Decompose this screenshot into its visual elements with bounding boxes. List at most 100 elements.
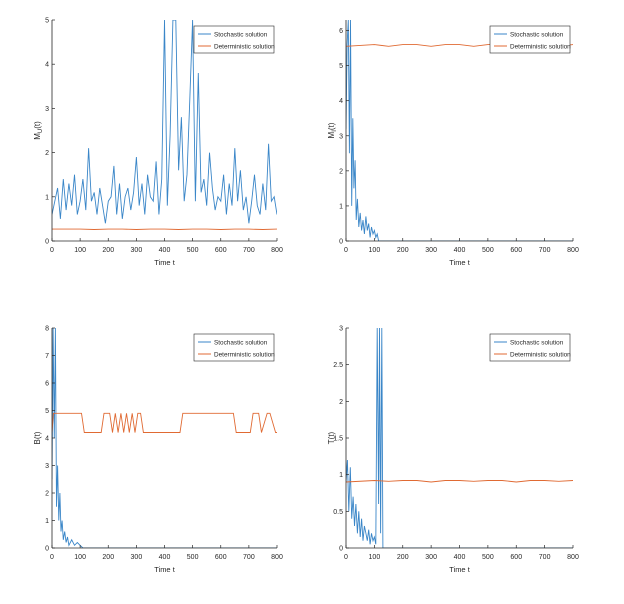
y-tick-label: 1 xyxy=(339,472,343,479)
x-tick-label: 800 xyxy=(567,554,579,561)
x-tick-label: 300 xyxy=(131,247,143,254)
y-tick-label: 4 xyxy=(45,436,49,443)
x-tick-label: 400 xyxy=(454,247,466,254)
x-tick-label: 500 xyxy=(187,554,199,561)
series-line-deterministic xyxy=(346,480,573,483)
y-tick-label: 3 xyxy=(45,463,49,470)
y-tick-label: 7 xyxy=(45,353,49,360)
x-tick-label: 800 xyxy=(567,247,579,254)
legend-box xyxy=(193,333,275,362)
x-tick-label: 100 xyxy=(74,554,86,561)
y-tick-label: 5 xyxy=(45,408,49,415)
series-line-stochastic xyxy=(52,20,277,224)
x-tick-label: 0 xyxy=(50,554,54,561)
y-tick-label: 1 xyxy=(45,194,49,201)
legend-entry-deterministic: Deterministic solution xyxy=(510,352,571,359)
legend-entry-stochastic: Stochastic solution xyxy=(510,32,564,39)
y-tick-label: 2.5 xyxy=(333,362,343,369)
y-axis-label: T(t) xyxy=(327,431,336,444)
legend: Stochastic solution Deterministic solutio… xyxy=(193,25,275,54)
legend-box xyxy=(489,25,571,54)
x-tick-label: 300 xyxy=(425,247,437,254)
y-tick-label: 0 xyxy=(45,546,49,553)
series-line-stochastic xyxy=(346,20,573,241)
legend: Stochastic solution Deterministic solutio… xyxy=(489,333,571,362)
legend-entry-stochastic: Stochastic solution xyxy=(510,340,564,347)
x-tick-label: 200 xyxy=(397,247,409,254)
y-tick-label: 5 xyxy=(45,18,49,25)
x-tick-label: 400 xyxy=(159,554,171,561)
x-axis-label: Time t xyxy=(154,258,175,267)
chart-panel-4: 0 100 200 300 400 500 600 700 800 0 0.5 1 1.5 2 2.5 3 Ti… xyxy=(327,326,579,575)
y-tick-label: 3 xyxy=(45,106,49,113)
y-tick-label: 2 xyxy=(45,491,49,498)
x-tick-label: 400 xyxy=(454,554,466,561)
chart-panel-2: 0 100 200 300 400 500 600 700 800 0 1 2 3 4 5 6 Time t MI… xyxy=(327,20,579,267)
y-tick-label: 4 xyxy=(45,62,49,69)
y-tick-label: 0 xyxy=(339,546,343,553)
x-tick-label: 700 xyxy=(539,554,551,561)
x-tick-label: 600 xyxy=(510,247,522,254)
y-axis-label: MU(t) xyxy=(33,121,44,140)
legend-entry-stochastic: Stochastic solution xyxy=(214,340,268,347)
y-tick-label: 0 xyxy=(45,239,49,246)
y-tick-label: 1 xyxy=(45,518,49,525)
y-tick-label: 4 xyxy=(339,98,343,105)
x-tick-label: 200 xyxy=(397,554,409,561)
series-line-stochastic xyxy=(52,328,277,548)
x-tick-label: 100 xyxy=(74,247,86,254)
y-tick-label: 2 xyxy=(339,399,343,406)
legend-entry-stochastic: Stochastic solution xyxy=(214,32,268,39)
y-tick-label: 3 xyxy=(339,133,343,140)
x-tick-label: 300 xyxy=(425,554,437,561)
legend-entry-deterministic: Deterministic solution xyxy=(214,352,275,359)
y-tick-label: 6 xyxy=(339,28,343,35)
y-tick-label: 1.5 xyxy=(333,436,343,443)
y-axis-label: MI(t) xyxy=(327,122,338,138)
legend: Stochastic solution Deterministic solutio… xyxy=(489,25,571,54)
x-tick-label: 100 xyxy=(369,247,381,254)
y-tick-label: 6 xyxy=(45,381,49,388)
x-tick-label: 200 xyxy=(102,554,114,561)
y-tick-label: 0.5 xyxy=(333,509,343,516)
x-tick-label: 800 xyxy=(271,554,283,561)
x-tick-label: 700 xyxy=(243,247,255,254)
chart-panel-1: 0 100 200 300 400 500 600 700 800 0 1 2 3 4 5 Time t MU(… xyxy=(33,18,283,268)
x-tick-label: 0 xyxy=(344,247,348,254)
series-line-deterministic xyxy=(52,412,277,433)
x-tick-label: 500 xyxy=(482,247,494,254)
x-tick-label: 500 xyxy=(482,554,494,561)
x-tick-label: 200 xyxy=(102,247,114,254)
x-tick-label: 800 xyxy=(271,247,283,254)
legend: Stochastic solution Deterministic solutio… xyxy=(193,333,275,362)
x-tick-label: 600 xyxy=(215,554,227,561)
chart-panel-3: 0 100 200 300 400 500 600 700 800 0 1 2 3 4 5 6 7 8 Time t… xyxy=(33,326,283,575)
y-tick-label: 5 xyxy=(339,63,343,70)
y-tick-label: 3 xyxy=(339,326,343,333)
y-tick-label: 8 xyxy=(45,326,49,333)
x-tick-label: 0 xyxy=(50,247,54,254)
y-tick-label: 0 xyxy=(339,239,343,246)
legend-box xyxy=(489,333,571,362)
legend-box xyxy=(193,25,275,54)
x-tick-label: 700 xyxy=(539,247,551,254)
x-axis-label: Time t xyxy=(449,565,470,574)
x-tick-label: 700 xyxy=(243,554,255,561)
y-tick-label: 1 xyxy=(339,203,343,210)
legend-entry-deterministic: Deterministic solution xyxy=(510,44,571,51)
x-tick-label: 100 xyxy=(369,554,381,561)
y-tick-label: 2 xyxy=(339,168,343,175)
x-tick-label: 500 xyxy=(187,247,199,254)
x-tick-label: 400 xyxy=(159,247,171,254)
x-axis-label: Time t xyxy=(154,565,175,574)
x-axis-label: Time t xyxy=(449,258,470,267)
x-tick-label: 0 xyxy=(344,554,348,561)
series-line-stochastic xyxy=(346,328,573,548)
legend-entry-deterministic: Deterministic solution xyxy=(214,44,275,51)
y-tick-label: 2 xyxy=(45,150,49,157)
x-tick-label: 600 xyxy=(510,554,522,561)
y-axis-label: B(t) xyxy=(33,431,42,444)
x-tick-label: 300 xyxy=(131,554,143,561)
x-tick-label: 600 xyxy=(215,247,227,254)
